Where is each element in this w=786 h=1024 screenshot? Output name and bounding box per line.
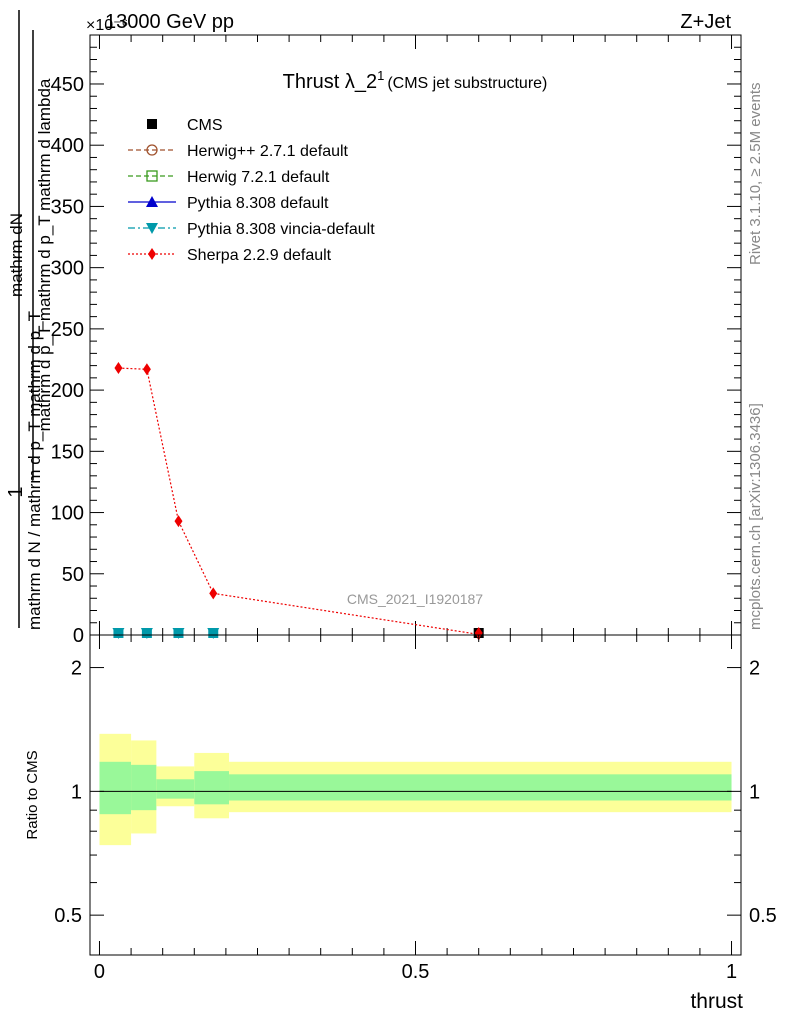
legend-marker	[147, 119, 157, 129]
main-y-axis-label: mathrm dN mathrm d p_T mathrm d p_T math…	[5, 10, 54, 630]
ratio-y-tick-label-left: 0.5	[54, 905, 82, 927]
main-y-tick-label: 50	[62, 564, 84, 586]
main-y-tick-label: 400	[51, 135, 84, 157]
plot-title-main: Thrust λ_2	[283, 71, 377, 93]
ratio-y-tick-label-right: 0.5	[749, 905, 777, 927]
ratio-inner-band	[156, 779, 195, 799]
ratio-x-ticks: 0 0.5 1	[94, 635, 737, 983]
legend-marker	[146, 223, 158, 234]
sherpa-line	[118, 367, 479, 635]
ratio-inner-band	[99, 761, 132, 815]
vincia-zero-point	[172, 628, 185, 639]
main-y-tick-label: 450	[51, 74, 84, 96]
legend-entry-label: Sherpa 2.2.9 default	[187, 247, 332, 264]
plot-subtitle: (CMS jet substructure)	[387, 75, 547, 92]
ratio-y-tick-label-right: 1	[749, 781, 760, 803]
sherpa-zero-point	[474, 627, 483, 639]
legend-marker	[146, 170, 158, 182]
main-y-tick-label: 250	[51, 319, 84, 341]
x-tick-label: 0	[94, 961, 105, 983]
legend-entry-label: Herwig 7.2.1 default	[187, 169, 330, 186]
energy-label: 13000 GeV pp	[105, 11, 234, 33]
legend-marker	[146, 144, 158, 156]
plot-title-sup: 1	[377, 68, 384, 83]
sherpa-point	[174, 515, 183, 528]
ratio-inner-band	[229, 774, 732, 801]
ylabel-prefix: 1	[5, 486, 27, 497]
vincia-zero-point	[112, 628, 125, 639]
sherpa-point	[209, 587, 218, 600]
ylabel-frac: mathrm d N / mathrm d p_T mathrm d p_T	[25, 311, 44, 630]
x-tick-label: 1	[726, 961, 737, 983]
main-series	[112, 362, 484, 641]
plot-title: Thrust λ_21 (CMS jet substructure)	[283, 68, 548, 93]
ratio-y-axis-label: Ratio to CMS	[24, 750, 41, 839]
main-y-tick-label: 0	[73, 625, 84, 647]
watermark: CMS_2021_I1920187	[347, 591, 483, 607]
ratio-inner-band	[194, 771, 230, 805]
process-label: Z+Jet	[680, 11, 731, 33]
main-y-tick-label: 200	[51, 380, 84, 402]
y-exponent-label: ×10⁻⁶	[86, 17, 128, 34]
ratio-y-tick-label-right: 2	[749, 658, 760, 680]
legend-marker	[146, 196, 158, 207]
main-y-tick-label: 100	[51, 503, 84, 525]
mcplots-label: mcplots.cern.ch [arXiv:1306.3436]	[747, 403, 764, 630]
main-y-tick-label: 150	[51, 441, 84, 463]
ratio-inner-band	[131, 764, 157, 811]
legend-entry-label: CMS	[187, 117, 223, 134]
legend-entry-label: Pythia 8.308 default	[187, 195, 329, 212]
main-y-ticks: 0 50 100 150 200 250 300 350 400 450	[51, 34, 741, 647]
main-y-tick-label: 300	[51, 258, 84, 280]
vincia-zero-point	[207, 628, 220, 639]
ylabel-num: mathrm dN	[7, 213, 26, 297]
main-plot: 0 50 100 150 200 250 300 350 400 450 CMS_2021_I19…	[5, 10, 742, 647]
ratio-plot: 0.5 0.51 12 2 0 0.5 1 Ratio to CMS thrust	[24, 634, 777, 1013]
legend-entry-label: Pythia 8.308 vincia-default	[187, 221, 375, 238]
legend-marker	[148, 248, 156, 260]
sherpa-point	[142, 363, 151, 376]
rivet-label: Rivet 3.1.10, ≥ 2.5M events	[747, 83, 764, 266]
sherpa-point	[114, 362, 123, 375]
ylabel-den: mathrm d p_T mathrm d p_T mathrm d lambd…	[35, 78, 54, 431]
ratio-y-ticks: 0.5 0.5 1 1 2 2	[54, 658, 777, 928]
main-y-tick-label: 350	[51, 196, 84, 218]
ratio-y-tick-label-left: 2	[71, 658, 82, 680]
x-axis-label: thrust	[690, 990, 743, 1013]
x-tick-label: 0.5	[402, 961, 430, 983]
ratio-y-tick-label-left: 1	[71, 781, 82, 803]
legend: CMS Herwig++ 2.7.1 default Herwig 7.2.1 de…	[128, 117, 375, 264]
legend-entry-label: Herwig++ 2.7.1 default	[187, 143, 349, 160]
vincia-zero-point	[140, 628, 153, 639]
ratio-bands	[99, 733, 732, 846]
